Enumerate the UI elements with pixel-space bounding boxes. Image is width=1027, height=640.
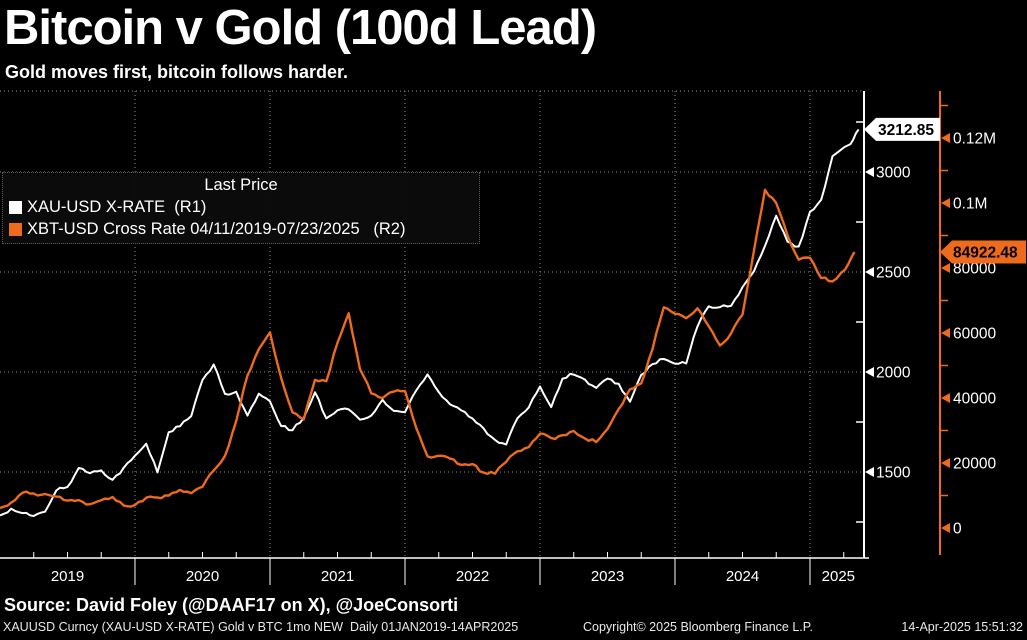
legend-title: Last Price	[204, 176, 278, 194]
btc-swatch-icon	[9, 222, 22, 236]
btc-price-line	[0, 188, 856, 510]
btc-axis-tick-label: 60000	[953, 326, 996, 343]
legend-item-btc[interactable]: XBT-USD Cross Rate 04/11/2019-07/23/2025…	[9, 218, 473, 240]
x-axis: 2019 2020 2021 2022 2023 2024 2025	[0, 552, 869, 585]
chart-title: Bitcoin v Gold (100d Lead)	[4, 1, 597, 55]
timestamp: 14-Apr-2025 15:51:32	[901, 620, 1023, 634]
btc-axis: 0 20000 40000 60000 80000 0.1M 0.12M	[939, 91, 996, 555]
btc-axis-tick-label: 0	[953, 520, 962, 537]
gold-axis-tick-label: 2000	[876, 365, 911, 382]
chart-subtitle: Gold moves first, bitcoin follows harder…	[5, 62, 349, 82]
gold-axis-tick-label: 1500	[876, 465, 911, 482]
gold-axis-tick-label: 2500	[876, 265, 911, 282]
legend-item-gold[interactable]: XAU-USD X-RATE (R1)	[9, 196, 473, 218]
svg-text:3212.85: 3212.85	[878, 122, 934, 139]
x-axis-year-label: 2025	[822, 568, 855, 585]
btc-axis-tick-label: 20000	[953, 455, 996, 472]
ticker-description: XAUUSD Curncy (XAU-USD X-RATE) Gold v BT…	[3, 620, 519, 634]
copyright-notice: Copyright© 2025 Bloomberg Finance L.P.	[583, 620, 813, 634]
btc-axis-tick-label: 80000	[953, 261, 996, 278]
gold-swatch-icon	[9, 200, 22, 214]
x-axis-year-label: 2023	[591, 568, 624, 585]
source-credit: Source: David Foley (@DAAF17 on X), @Joe…	[4, 595, 459, 615]
btc-axis-tick-label: 0.12M	[953, 131, 996, 148]
legend-box: Last Price XAU-USD X-RATE (R1) XBT-USD C…	[2, 172, 480, 244]
x-axis-year-label: 2022	[456, 568, 489, 585]
btc-axis-tick-label: 0.1M	[953, 196, 987, 213]
x-axis-year-label: 2021	[321, 568, 354, 585]
x-axis-year-label: 2019	[51, 568, 84, 585]
x-axis-year-label: 2020	[186, 568, 219, 585]
legend-item-label: XBT-USD Cross Rate 04/11/2019-07/23/2025…	[27, 219, 406, 238]
gold-price-line	[0, 128, 860, 517]
gold-last-price-badge: 3212.85	[864, 117, 940, 141]
btc-last-price-badge: 84922.48	[940, 240, 1026, 264]
gold-axis: 1500 2000 2500 3000	[856, 91, 911, 558]
btc-axis-tick-label: 40000	[953, 391, 996, 408]
svg-text:84922.48: 84922.48	[953, 245, 1018, 262]
legend-item-label: XAU-USD X-RATE (R1)	[27, 197, 207, 216]
x-axis-year-label: 2024	[726, 568, 759, 585]
gold-axis-tick-label: 3000	[876, 165, 911, 182]
